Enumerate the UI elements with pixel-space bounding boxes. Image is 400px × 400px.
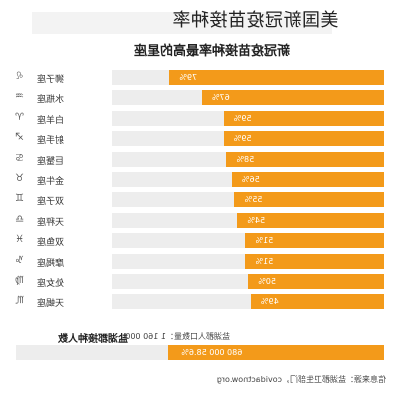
category-label: 白羊座 bbox=[36, 115, 64, 126]
category-label: 处女座 bbox=[36, 279, 64, 289]
bar-value-label: 59% bbox=[233, 113, 252, 123]
bar-value-label: 51% bbox=[255, 236, 274, 246]
category-label: 水瓶座 bbox=[36, 95, 64, 106]
bar-value-label: 79% bbox=[179, 73, 198, 82]
zodiac-sign-icon: ♌ bbox=[15, 71, 24, 82]
zodiac-sign-icon: ♍ bbox=[15, 275, 24, 286]
source-note: 信息来源：盐湖郡卫生部门，covidactnow.org bbox=[216, 375, 386, 384]
category-label: 双子座 bbox=[36, 197, 64, 208]
category-label: 射手座 bbox=[36, 136, 64, 147]
category-label: 天蝎座 bbox=[36, 299, 64, 310]
zodiac-sign-icon: ♊ bbox=[15, 193, 24, 205]
zodiac-sign-icon: ♉ bbox=[15, 173, 24, 184]
overlay-title: 美国新冠疫苗接种率 bbox=[172, 10, 339, 31]
bar-value-label: 50% bbox=[258, 277, 276, 286]
zodiac-sign-icon: ♐ bbox=[15, 132, 24, 144]
summary-title: 盐湖郡接种人数 bbox=[58, 334, 128, 345]
category-label: 摩羯座 bbox=[36, 258, 64, 269]
category-label: 双鱼座 bbox=[36, 238, 64, 249]
bar-value-label: 59% bbox=[233, 134, 252, 144]
zodiac-sign-icon: ♒ bbox=[15, 91, 24, 103]
bar-value-label: 51% bbox=[255, 256, 274, 266]
summary-value-label: 680 000 58.6% bbox=[181, 348, 243, 357]
category-label: 天秤座 bbox=[36, 217, 64, 228]
bar-value-label: 49% bbox=[260, 297, 279, 307]
bar-value-label: 67% bbox=[211, 93, 230, 103]
chart-subtitle: 新冠疫苗接种率最高的星座 bbox=[133, 44, 290, 59]
zodiac-sign-icon: ♓ bbox=[15, 234, 24, 246]
bar-value-label: 56% bbox=[241, 175, 260, 184]
bar bbox=[169, 70, 384, 85]
category-label: 狮子座 bbox=[36, 75, 64, 85]
bar-value-label: 55% bbox=[244, 195, 263, 205]
bar-value-label: 58% bbox=[236, 154, 255, 164]
summary-population-label: 盐湖郡人口数量：1 160 000 bbox=[125, 332, 230, 341]
zodiac-sign-icon: ♎ bbox=[15, 213, 24, 225]
bar-value-label: 54% bbox=[247, 215, 266, 225]
category-label: 巨蟹座 bbox=[36, 156, 64, 167]
zodiac-sign-icon: ♏ bbox=[15, 295, 24, 307]
zodiac-sign-icon: ♋ bbox=[15, 152, 24, 164]
category-label: 金牛座 bbox=[36, 177, 64, 187]
zodiac-sign-icon: ♈ bbox=[15, 111, 24, 123]
zodiac-sign-icon: ♑ bbox=[15, 254, 24, 266]
